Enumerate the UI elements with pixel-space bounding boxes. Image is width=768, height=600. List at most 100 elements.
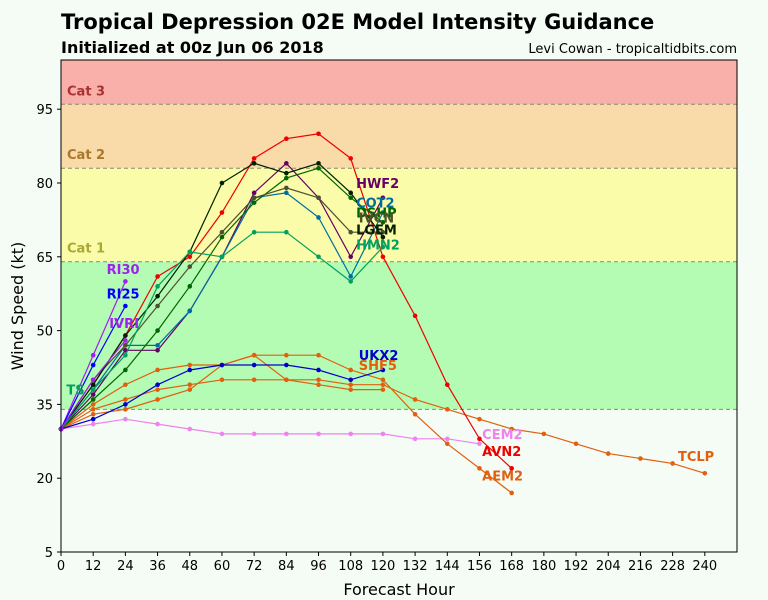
point-ukx2-10 — [380, 367, 386, 373]
x-tick-label-168: 168 — [499, 559, 524, 574]
series-label-ri25: RI25 — [107, 288, 140, 303]
point-dshp-9 — [348, 195, 354, 201]
point-aem2-4 — [187, 362, 193, 368]
point-avn2-7 — [284, 136, 289, 142]
point-cem2-13 — [477, 441, 482, 447]
point-ivcn-7 — [284, 185, 289, 191]
point-dshp-3 — [155, 328, 160, 333]
point-shf5-3 — [155, 397, 160, 402]
point-hwf2-9 — [348, 254, 354, 260]
x-tick-label-108: 108 — [338, 559, 363, 574]
point-ivcn-3 — [155, 303, 160, 309]
intensity-band-2 — [61, 168, 737, 262]
x-tick-label-144: 144 — [435, 559, 460, 574]
point-aem2-7 — [284, 352, 289, 358]
point-aem2-12 — [444, 441, 450, 447]
point-aem2-13 — [477, 466, 482, 471]
y-tick-label-5: 5 — [45, 546, 53, 561]
point-dshp-6 — [251, 200, 257, 205]
point-avn2-5 — [219, 210, 225, 215]
point-dshp-8 — [316, 165, 321, 171]
y-tick-label-50: 50 — [36, 325, 53, 340]
series-label-dshp: DSHP — [356, 206, 397, 221]
point-cem2-8 — [316, 431, 321, 437]
point-tclp-16 — [573, 441, 579, 447]
point-avn2-11 — [412, 313, 418, 319]
point-lgem-9 — [348, 190, 354, 196]
point-lgem-10 — [380, 234, 386, 240]
point-cem2-2 — [123, 416, 128, 422]
point-dshp-10 — [380, 220, 386, 225]
point-lgem-1 — [90, 382, 96, 388]
point-hmn2-6 — [251, 229, 257, 235]
point-lgem-7 — [284, 170, 289, 176]
point-hmn2-10 — [380, 244, 386, 250]
point-tclp-2 — [123, 397, 128, 402]
point-cem2-4 — [187, 426, 193, 432]
point-ivcn-5 — [219, 229, 225, 235]
point-tclp-10 — [380, 382, 386, 388]
point-shf5-6 — [251, 352, 257, 358]
point-ivcn-6 — [251, 195, 257, 201]
point-ukx2-8 — [316, 367, 321, 373]
band-label-cat-3: Cat 3 — [67, 84, 105, 99]
point-hmn2-1 — [90, 387, 96, 392]
x-tick-label-0: 0 — [57, 559, 65, 574]
y-axis-label: Wind Speed (kt) — [8, 242, 27, 371]
point-tclp-4 — [187, 382, 193, 388]
point-lgem-6 — [251, 161, 257, 166]
band-label-cat-2: Cat 2 — [67, 148, 105, 163]
point-cot2-9 — [348, 274, 354, 279]
point-aem2-10 — [380, 377, 386, 383]
point-ri30-2 — [123, 279, 128, 284]
point-cem2-5 — [219, 431, 225, 437]
series-label-shf5: SHF5 — [359, 359, 397, 374]
y-tick-label-80: 80 — [36, 177, 53, 192]
series-label-cot2: COT2 — [356, 197, 395, 212]
point-aem2-2 — [123, 382, 128, 388]
point-cem2-10 — [380, 431, 386, 437]
series-line-cem2 — [60, 418, 480, 445]
y-tick-label-20: 20 — [36, 472, 53, 487]
point-ivcn-10 — [380, 229, 386, 235]
x-tick-label-48: 48 — [181, 559, 198, 574]
point-dshp-7 — [284, 175, 289, 181]
point-hmn2-7 — [284, 229, 289, 235]
point-cot2-4 — [187, 308, 193, 314]
point-dshp-4 — [187, 284, 193, 289]
point-shf5-7 — [284, 377, 289, 383]
series-label-ts: TS — [66, 384, 84, 399]
x-tick-label-96: 96 — [310, 559, 327, 574]
point-hmn2-5 — [219, 254, 225, 260]
credit-text: Levi Cowan - tropicaltidbits.com — [528, 42, 737, 57]
series-label-hwf2: HWF2 — [356, 177, 399, 192]
point-tclp-14 — [509, 426, 514, 432]
point-ri25-2 — [123, 303, 128, 309]
point-dshp-2 — [123, 367, 128, 373]
series-label-aem2: AEM2 — [482, 470, 523, 485]
point-ri30-1 — [90, 352, 96, 358]
point-ukx2-3 — [155, 382, 160, 388]
x-tick-label-204: 204 — [596, 559, 621, 574]
point-cot2-8 — [316, 215, 321, 220]
point-shf5-8 — [316, 382, 321, 388]
x-tick-label-60: 60 — [214, 559, 231, 574]
point-shf5-4 — [187, 387, 193, 392]
point-lgem-3 — [155, 293, 160, 299]
point-ukx2-7 — [284, 362, 289, 368]
series-label-tclp: TCLP — [678, 450, 714, 465]
point-tclp-18 — [638, 456, 643, 461]
point-ivcn-4 — [187, 264, 193, 269]
x-tick-label-156: 156 — [467, 559, 492, 574]
intensity-band-0 — [61, 409, 737, 552]
series-label-ukx2: UKX2 — [359, 349, 399, 364]
intensity-band-1 — [61, 261, 737, 410]
series-label-ivri: IVRI — [109, 317, 139, 332]
series-label-lgem: LGEM — [356, 224, 397, 239]
point-shf5-9 — [348, 387, 354, 392]
intensity-band-3 — [61, 104, 737, 169]
point-hmn2-9 — [348, 279, 354, 284]
point-hwf2-7 — [284, 161, 289, 166]
point-aem2-14 — [509, 490, 514, 496]
point-tclp-3 — [155, 387, 160, 392]
